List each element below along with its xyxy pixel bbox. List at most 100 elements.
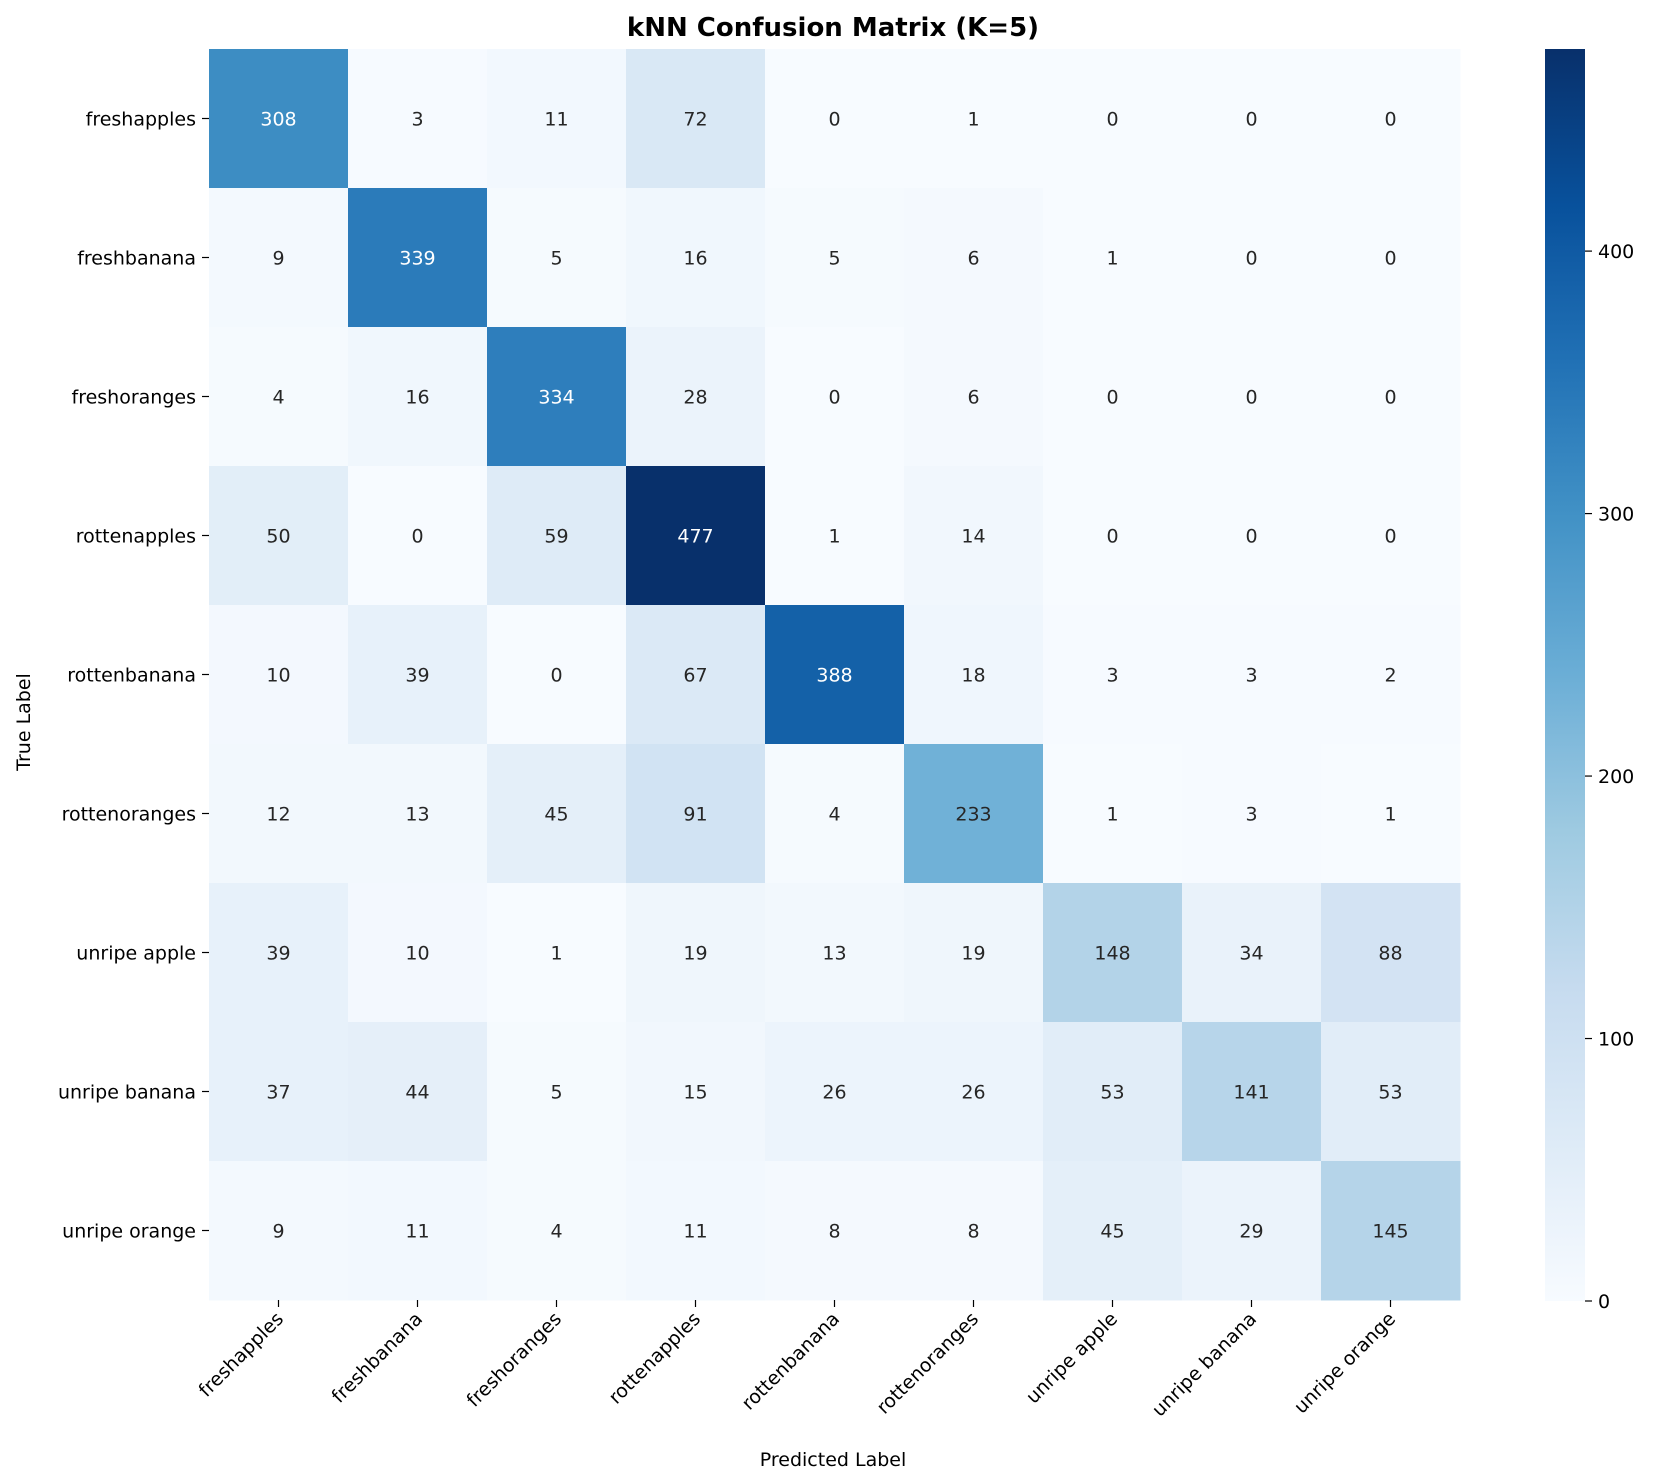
cell-value-label: 0 — [828, 109, 840, 131]
cell-value-label: 4 — [828, 804, 840, 826]
heatmap-cell — [1043, 1022, 1183, 1162]
cell-value-label: 9 — [272, 248, 284, 270]
heatmap-cell — [1321, 49, 1461, 189]
heatmap-cell — [904, 1022, 1044, 1162]
heatmap-cell-labels: 308 3 11 72 0 1 0 0 09 339 5 16 5 6 1 0 04 16 334 28 0 6 0 0 050… — [260, 109, 1408, 1243]
cell-value-label: 0 — [1106, 109, 1118, 131]
heatmap-cell — [348, 605, 488, 745]
cell-value-label: 88 — [1378, 943, 1402, 965]
heatmap-cell — [1182, 327, 1322, 467]
heatmap-cell — [904, 49, 1044, 189]
cell-value-label: 18 — [961, 665, 985, 687]
x-tick-label: unripe banana — [1148, 1308, 1261, 1421]
cell-value-label: 4 — [272, 387, 284, 409]
cell-value-label: 3 — [1106, 665, 1118, 687]
cell-value-label: 1 — [1384, 804, 1396, 826]
cell-value-label: 53 — [1100, 1082, 1124, 1104]
cell-value-label: 1 — [550, 943, 562, 965]
heatmap-cell — [626, 49, 766, 189]
x-tick-label: rottenapples — [604, 1308, 705, 1409]
heatmap-cell — [765, 466, 905, 606]
heatmap-cell — [904, 188, 1044, 328]
heatmap-cell — [487, 327, 627, 467]
cell-value-label: 1 — [1106, 804, 1118, 826]
x-tick-label: rottenbanana — [737, 1308, 844, 1415]
heatmap-cell — [487, 883, 627, 1023]
cell-value-label: 45 — [1100, 1221, 1124, 1243]
heatmap-cell — [626, 1161, 766, 1301]
heatmap-cell — [487, 49, 627, 189]
heatmap-cell — [765, 605, 905, 745]
heatmap-cell — [1043, 883, 1183, 1023]
cell-value-label: 233 — [955, 804, 991, 826]
cell-value-label: 1 — [1106, 248, 1118, 270]
chart-title: kNN Confusion Matrix (K=5) — [627, 13, 1039, 43]
heatmap-cell — [765, 327, 905, 467]
cell-value-label: 2 — [1384, 665, 1396, 687]
heatmap-cell — [1043, 1161, 1183, 1301]
cell-value-label: 6 — [967, 248, 979, 270]
colorbar-ticks: 0 100 200 300 400 — [1585, 241, 1634, 1313]
heatmap-cell — [209, 605, 349, 745]
cell-value-label: 0 — [1106, 387, 1118, 409]
heatmap-cell — [1043, 605, 1183, 745]
heatmap-cell — [765, 1022, 905, 1162]
cell-value-label: 0 — [1106, 526, 1118, 548]
heatmap-cell — [1182, 188, 1322, 328]
y-axis-label: True Label — [13, 673, 35, 772]
heatmap-cell — [209, 1161, 349, 1301]
heatmap-cell — [348, 1161, 488, 1301]
colorbar — [1545, 49, 1585, 1301]
heatmap-cell — [487, 1161, 627, 1301]
x-tick-label: freshapples — [194, 1308, 288, 1402]
heatmap-cell — [348, 49, 488, 189]
heatmap-cell — [765, 188, 905, 328]
heatmap-cell — [626, 744, 766, 884]
x-tick-label: unripe orange — [1290, 1308, 1400, 1418]
cell-value-label: 5 — [828, 248, 840, 270]
cell-value-label: 3 — [1245, 804, 1257, 826]
heatmap-cell — [1182, 605, 1322, 745]
cell-value-label: 67 — [683, 665, 707, 687]
heatmap-cell — [765, 49, 905, 189]
x-tick-label: rottenoranges — [872, 1308, 983, 1419]
heatmap-cell — [209, 49, 349, 189]
cell-value-label: 145 — [1372, 1221, 1408, 1243]
cell-value-label: 1 — [828, 526, 840, 548]
cell-value-label: 26 — [961, 1082, 985, 1104]
cell-value-label: 141 — [1233, 1082, 1269, 1104]
heatmap-cell — [1321, 1022, 1461, 1162]
cell-value-label: 0 — [1245, 248, 1257, 270]
cell-value-label: 13 — [822, 943, 846, 965]
heatmap-cell — [1043, 466, 1183, 606]
cell-value-label: 15 — [683, 1082, 707, 1104]
cell-value-label: 11 — [544, 109, 568, 131]
cell-value-label: 0 — [1245, 526, 1257, 548]
x-axis-label: Predicted Label — [760, 1449, 907, 1471]
cell-value-label: 0 — [1384, 109, 1396, 131]
cell-value-label: 3 — [1245, 665, 1257, 687]
y-tick-label: rottenoranges — [62, 804, 196, 826]
cell-value-label: 0 — [1384, 387, 1396, 409]
heatmap-cell — [348, 327, 488, 467]
cell-value-label: 91 — [683, 804, 707, 826]
heatmap-cell — [209, 1022, 349, 1162]
cell-value-label: 39 — [266, 943, 290, 965]
x-tick-label: freshbanana — [327, 1308, 427, 1408]
heatmap-cell — [209, 327, 349, 467]
heatmap-cell — [209, 883, 349, 1023]
cell-value-label: 59 — [544, 526, 568, 548]
cell-value-label: 8 — [828, 1221, 840, 1243]
heatmap-cell — [904, 327, 1044, 467]
y-tick-label: unripe apple — [76, 943, 196, 965]
heatmap-cell — [626, 883, 766, 1023]
cell-value-label: 10 — [266, 665, 290, 687]
heatmap-cell — [1321, 605, 1461, 745]
cell-value-label: 1 — [967, 109, 979, 131]
cell-value-label: 11 — [405, 1221, 429, 1243]
colorbar-tick-label: 400 — [1598, 241, 1634, 263]
heatmap-cell — [209, 188, 349, 328]
cell-value-label: 0 — [550, 665, 562, 687]
cell-value-label: 334 — [538, 387, 574, 409]
cell-value-label: 13 — [405, 804, 429, 826]
